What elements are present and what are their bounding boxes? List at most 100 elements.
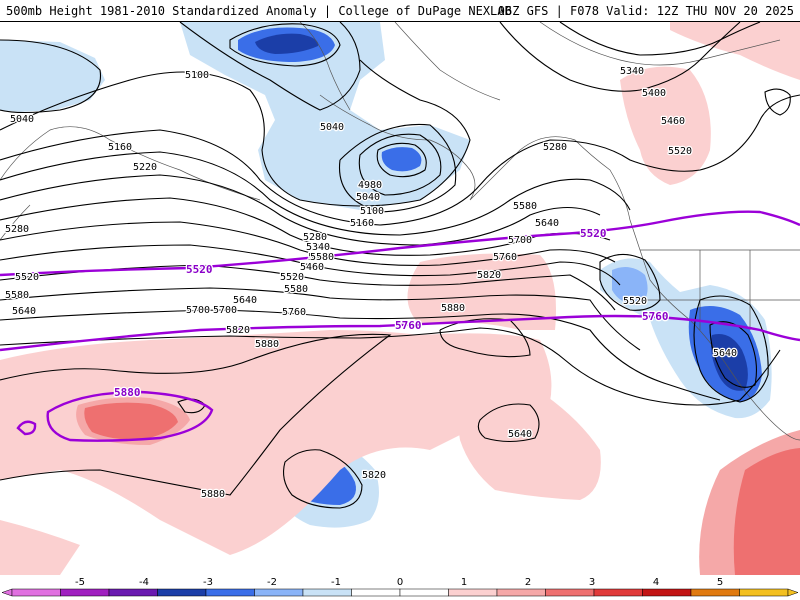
colorbar-block <box>690 588 740 597</box>
neg-anomaly-inner-north <box>255 33 319 54</box>
coastlines <box>0 22 800 441</box>
contour-label: 5520 <box>280 272 304 283</box>
contour-label: 5280 <box>5 224 29 235</box>
contour-label: 5880 <box>201 489 225 500</box>
contour-label: 5280 <box>303 232 327 243</box>
contour-label: 4980 <box>358 180 382 191</box>
contour-label: 5640 <box>713 348 737 359</box>
colorbar-tick-label: -2 <box>267 577 277 588</box>
contour-label: 5160 <box>108 142 132 153</box>
contour-label: 5760 <box>493 252 517 263</box>
purple-5880-small <box>16 420 37 436</box>
neg-anomaly-core-low <box>381 147 422 172</box>
contour-label: 5460 <box>661 116 685 127</box>
colorbar-block <box>739 588 789 597</box>
colorbar-block <box>399 588 449 597</box>
pos-anomaly-region-canada <box>620 66 711 185</box>
contour-label: 5640 <box>233 295 257 306</box>
colorbar-block <box>254 588 304 597</box>
colorbar-block <box>593 588 643 597</box>
colorbar-block <box>157 588 207 597</box>
colorbar-block <box>496 588 546 597</box>
contour-label: 5040 <box>320 122 344 133</box>
colorbar-block <box>448 588 498 597</box>
purple-5760-line <box>0 314 800 352</box>
contour-label: 5700 <box>508 235 532 246</box>
contour-label: 5100 <box>360 206 384 217</box>
colorbar-tick-label: 0 <box>397 577 403 588</box>
colorbar-block <box>60 588 110 597</box>
contour-label: 5400 <box>308 252 332 263</box>
contour-label: 5820 <box>226 325 250 336</box>
neg-anomaly-inner-trough <box>711 334 748 391</box>
colorbar-tick-label: -4 <box>139 577 149 588</box>
contour-label: 5580 <box>310 252 334 263</box>
colorbar-block <box>642 588 692 597</box>
contour-label: 5880 <box>441 303 465 314</box>
purple-label-5880: 5880 <box>114 386 141 399</box>
contour-label: 5340 <box>306 242 330 253</box>
pos-anomaly-region-sw <box>0 520 80 575</box>
pos-anomaly-core-southeast <box>733 448 800 575</box>
purple-label-5760: 5760 <box>395 319 422 332</box>
contour-label: 5760 <box>282 307 306 318</box>
purple-5520-line <box>0 210 800 277</box>
colorbar-tick-label: -3 <box>203 577 213 588</box>
header-valid-time: 06Z GFS | F078 Valid: 12Z THU NOV 20 202… <box>497 4 794 18</box>
contour-label: 5460 <box>300 262 324 273</box>
colorbar-ticks: -5 -4 -3 -2 -1 0 1 2 3 4 5 <box>75 577 723 588</box>
contour-label: 5520 <box>15 272 39 283</box>
colorbar-right-arrow <box>787 588 799 597</box>
colorbar-block <box>302 588 352 597</box>
colorbar-blocks <box>1 588 799 597</box>
header-title: 500mb Height 1981-2010 Standardized Anom… <box>6 4 512 18</box>
contour-label: 5640 <box>12 306 36 317</box>
purple-label-5760: 5760 <box>642 310 669 323</box>
contour-label: 5700 <box>186 305 210 316</box>
colorbar-tick-label: 3 <box>589 577 595 588</box>
contour-label: 5160 <box>350 218 374 229</box>
anomaly-colorbar: -5 -4 -3 -2 -1 0 1 2 3 4 5 <box>0 575 800 600</box>
contour-label: 5580 <box>5 290 29 301</box>
colorbar-tick-label: -1 <box>331 577 341 588</box>
colorbar-tick-label: 5 <box>717 577 723 588</box>
pos-anomaly-region-hawaii <box>458 387 601 500</box>
height-contours <box>0 22 800 509</box>
colorbar-block <box>108 588 158 597</box>
colorbar-block <box>205 588 255 597</box>
colorbar-tick-label: 4 <box>653 577 659 588</box>
contour-label: 5700 <box>213 305 237 316</box>
colorbar-tick-label: -5 <box>75 577 85 588</box>
weather-map: 5040 5100 5040 5160 5220 5280 4980 5040 … <box>0 22 800 575</box>
contour-label: 5520 <box>668 146 692 157</box>
contour-label: 5580 <box>284 284 308 295</box>
contour-label: 5040 <box>10 114 34 125</box>
pos-anomaly-inner-west <box>84 402 178 440</box>
contour-label: 5820 <box>362 470 386 481</box>
neg-anomaly-mid-trough <box>612 266 648 305</box>
colorbar-block <box>545 588 595 597</box>
contour-label: 5100 <box>185 70 209 81</box>
anomaly-shading <box>0 22 800 575</box>
contour-label: 5640 <box>535 218 559 229</box>
contour-label: 5640 <box>508 429 532 440</box>
contour-label-layer: 5040 5100 5040 5160 5220 5280 4980 5040 … <box>4 65 739 502</box>
thickness-contours <box>0 210 800 442</box>
purple-label-layer: 5520 5520 5760 5760 5880 <box>113 226 670 401</box>
colorbar-block <box>351 588 401 597</box>
pos-anomaly-region-central <box>407 253 556 330</box>
colorbar-block <box>11 588 61 597</box>
contour-label: 5820 <box>477 270 501 281</box>
contour-label-inner-trough: 5520 <box>623 296 647 307</box>
contour-label: 5340 <box>620 66 644 77</box>
contour-label: 5400 <box>642 88 666 99</box>
purple-label-5520: 5520 <box>186 263 213 276</box>
colorbar-tick-label: 1 <box>461 577 467 588</box>
colorbar-tick-label: 2 <box>525 577 531 588</box>
contour-label: 5280 <box>543 142 567 153</box>
header-bar: 500mb Height 1981-2010 Standardized Anom… <box>0 0 800 22</box>
contour-label: 5040 <box>356 192 380 203</box>
contour-label: 5220 <box>133 162 157 173</box>
purple-5880-loop <box>46 390 214 442</box>
